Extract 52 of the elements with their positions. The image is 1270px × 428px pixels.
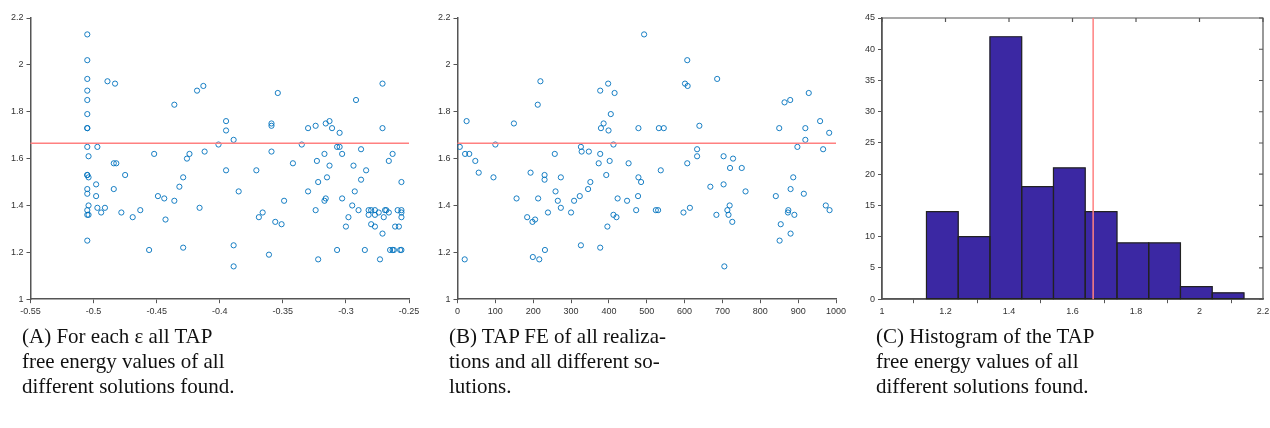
x-tick-label: -0.45 bbox=[146, 306, 167, 317]
y-tick-label: 1.4 bbox=[11, 199, 24, 210]
text: (A) For each ε all TAP free energy values of all different solutions found. bbox=[22, 324, 236, 399]
x-tick-label: 1.6 bbox=[1066, 306, 1079, 317]
y-tick-label: 1.8 bbox=[438, 106, 451, 117]
y-tick-label: 5 bbox=[870, 262, 876, 273]
y-tick-label: 2 bbox=[445, 59, 451, 70]
x-tick-label: 0 bbox=[455, 306, 461, 317]
x-tick-label: 2.2 bbox=[1256, 306, 1270, 317]
text: (C) Histogram of the TAP free energy values of all different solutions found. bbox=[876, 324, 1096, 399]
y-tick-label: 15 bbox=[865, 199, 876, 210]
y-tick-label: 1.2 bbox=[11, 246, 24, 257]
y-tick-label: 2 bbox=[18, 59, 24, 70]
x-tick-label: 600 bbox=[677, 306, 693, 317]
y-tick-label: 1 bbox=[445, 293, 451, 304]
y-tick-label: 35 bbox=[865, 74, 876, 85]
x-tick-label: 100 bbox=[487, 306, 503, 317]
x-tick-label: 1.4 bbox=[1002, 306, 1016, 317]
y-tick-label: 45 bbox=[865, 12, 876, 23]
y-tick-label: 25 bbox=[865, 137, 876, 148]
x-tick-label: 500 bbox=[639, 306, 655, 317]
x-tick-label: 1000 bbox=[825, 306, 847, 317]
y-tick-label: 1.4 bbox=[438, 199, 451, 210]
y-tick-label: 2.2 bbox=[11, 12, 24, 23]
text: (B) TAP FE of all realiza- tions and all different so- lutions. bbox=[449, 324, 667, 399]
y-tick-label: 1.8 bbox=[11, 106, 24, 117]
x-tick-label: 700 bbox=[714, 306, 730, 317]
y-tick-label: 1.6 bbox=[11, 153, 24, 164]
x-tick-label: 200 bbox=[525, 306, 541, 317]
y-tick-label: 20 bbox=[865, 168, 876, 179]
y-tick-label: 1.2 bbox=[438, 246, 451, 257]
x-tick-label: -0.55 bbox=[20, 306, 41, 317]
y-tick-label: 30 bbox=[865, 106, 876, 117]
x-tick-label: 1 bbox=[879, 306, 885, 317]
y-tick-label: 10 bbox=[865, 231, 876, 242]
x-tick-label: -0.35 bbox=[272, 306, 294, 317]
x-tick-label: 800 bbox=[752, 306, 768, 317]
x-tick-label: 2 bbox=[1196, 306, 1203, 317]
x-tick-label: -0.25 bbox=[398, 306, 420, 317]
x-tick-label: 1.2 bbox=[939, 306, 952, 317]
x-tick-label: 400 bbox=[601, 306, 617, 317]
y-tick-label: 40 bbox=[865, 43, 876, 54]
x-tick-label: 900 bbox=[790, 306, 806, 317]
y-tick-label: 0 bbox=[870, 293, 876, 304]
y-tick-label: 1.6 bbox=[438, 153, 451, 164]
y-tick-label: 1 bbox=[18, 293, 24, 304]
x-tick-label: 1.8 bbox=[1129, 306, 1143, 317]
x-tick-label: -0.3 bbox=[338, 306, 354, 317]
x-tick-label: -0.5 bbox=[85, 306, 102, 317]
x-tick-label: -0.4 bbox=[212, 306, 228, 317]
y-tick-label: 2.2 bbox=[438, 12, 451, 23]
x-tick-label: 300 bbox=[563, 306, 579, 317]
